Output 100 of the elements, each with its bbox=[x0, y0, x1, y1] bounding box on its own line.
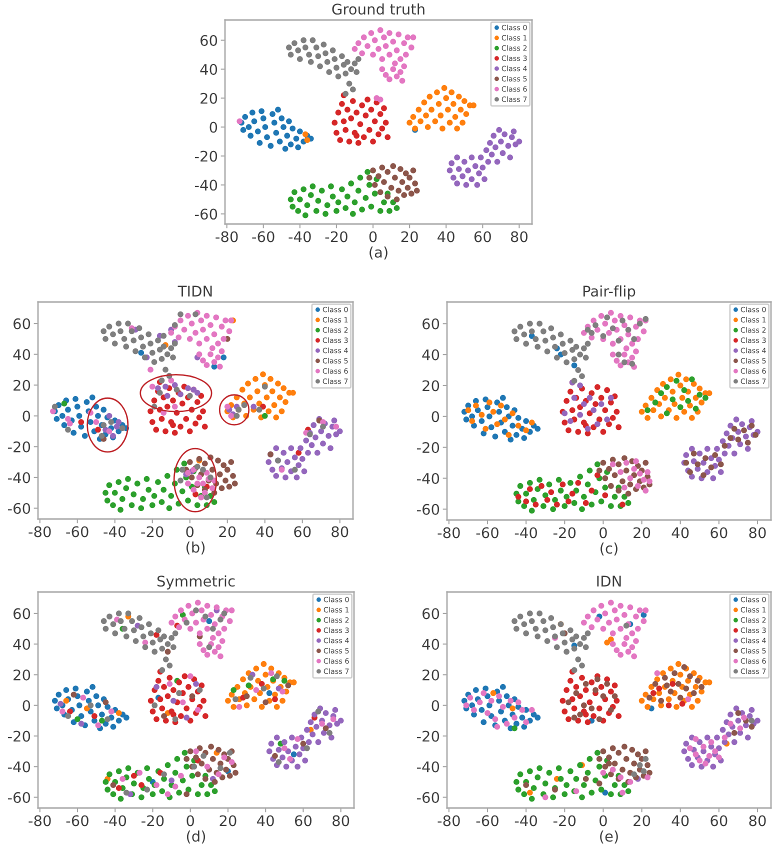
point bbox=[733, 416, 740, 422]
point bbox=[334, 64, 340, 71]
point bbox=[588, 390, 595, 396]
point bbox=[95, 702, 102, 708]
point bbox=[355, 40, 362, 46]
point bbox=[288, 141, 294, 148]
point bbox=[540, 503, 546, 510]
point bbox=[282, 474, 288, 480]
point bbox=[604, 387, 610, 394]
point bbox=[274, 704, 280, 710]
point bbox=[99, 712, 105, 718]
point bbox=[550, 334, 556, 341]
point bbox=[153, 426, 160, 433]
point bbox=[685, 398, 692, 404]
point bbox=[95, 412, 101, 419]
point bbox=[575, 428, 582, 435]
point bbox=[292, 454, 298, 460]
point bbox=[631, 771, 638, 778]
point bbox=[461, 698, 468, 704]
point bbox=[710, 764, 716, 770]
y-tick-label: 40 bbox=[422, 638, 440, 650]
point bbox=[528, 618, 535, 624]
point bbox=[592, 322, 598, 328]
point bbox=[698, 400, 705, 406]
point bbox=[390, 66, 396, 72]
point bbox=[567, 678, 574, 684]
point bbox=[246, 394, 253, 400]
point bbox=[186, 684, 192, 690]
point bbox=[160, 486, 167, 493]
point bbox=[410, 114, 416, 120]
point bbox=[189, 693, 196, 700]
point bbox=[664, 410, 670, 416]
point bbox=[536, 320, 543, 327]
point bbox=[540, 618, 546, 624]
point bbox=[324, 202, 330, 208]
point bbox=[78, 713, 84, 720]
point bbox=[376, 131, 382, 138]
point bbox=[569, 346, 576, 353]
point bbox=[161, 684, 167, 690]
point bbox=[194, 399, 200, 405]
point bbox=[144, 476, 150, 482]
point bbox=[302, 758, 308, 764]
point bbox=[89, 394, 96, 400]
point bbox=[588, 679, 595, 686]
point bbox=[185, 385, 191, 392]
point bbox=[510, 410, 516, 416]
point bbox=[474, 407, 481, 414]
point bbox=[390, 163, 396, 170]
point bbox=[186, 428, 193, 434]
point bbox=[364, 168, 370, 175]
point bbox=[181, 460, 188, 467]
point bbox=[478, 154, 484, 160]
point bbox=[244, 693, 250, 700]
point bbox=[438, 112, 444, 118]
point bbox=[598, 786, 604, 793]
point bbox=[579, 662, 585, 668]
y-tick-label: -40 bbox=[416, 472, 440, 484]
point bbox=[322, 210, 328, 217]
point bbox=[428, 106, 434, 113]
point bbox=[164, 392, 170, 399]
point bbox=[130, 772, 137, 779]
point bbox=[352, 60, 358, 66]
point bbox=[212, 779, 218, 785]
point bbox=[125, 476, 131, 482]
point bbox=[683, 452, 690, 458]
point bbox=[164, 472, 170, 479]
point bbox=[625, 500, 632, 506]
point bbox=[334, 130, 340, 136]
point bbox=[159, 788, 166, 794]
point bbox=[288, 734, 295, 740]
point bbox=[696, 739, 703, 746]
point bbox=[558, 332, 564, 338]
y-tick-label: 60 bbox=[14, 318, 30, 330]
point bbox=[313, 44, 320, 50]
point bbox=[283, 764, 290, 770]
point bbox=[116, 419, 122, 425]
point bbox=[558, 776, 564, 782]
point bbox=[748, 718, 755, 724]
point bbox=[516, 138, 522, 144]
point bbox=[700, 460, 706, 466]
point bbox=[294, 764, 301, 770]
point bbox=[558, 488, 564, 494]
point bbox=[702, 394, 708, 401]
point bbox=[658, 390, 664, 396]
point bbox=[528, 420, 535, 426]
point bbox=[584, 426, 591, 432]
point bbox=[735, 718, 742, 724]
point bbox=[726, 732, 732, 738]
point bbox=[616, 488, 622, 494]
point bbox=[119, 496, 126, 502]
point bbox=[528, 508, 535, 514]
point bbox=[494, 421, 500, 428]
point bbox=[577, 382, 584, 388]
point bbox=[331, 418, 338, 424]
point bbox=[633, 458, 639, 464]
x-tick-label: -60 bbox=[66, 815, 88, 826]
point bbox=[502, 428, 508, 435]
point bbox=[677, 672, 684, 678]
point bbox=[530, 785, 537, 792]
point bbox=[404, 184, 411, 191]
